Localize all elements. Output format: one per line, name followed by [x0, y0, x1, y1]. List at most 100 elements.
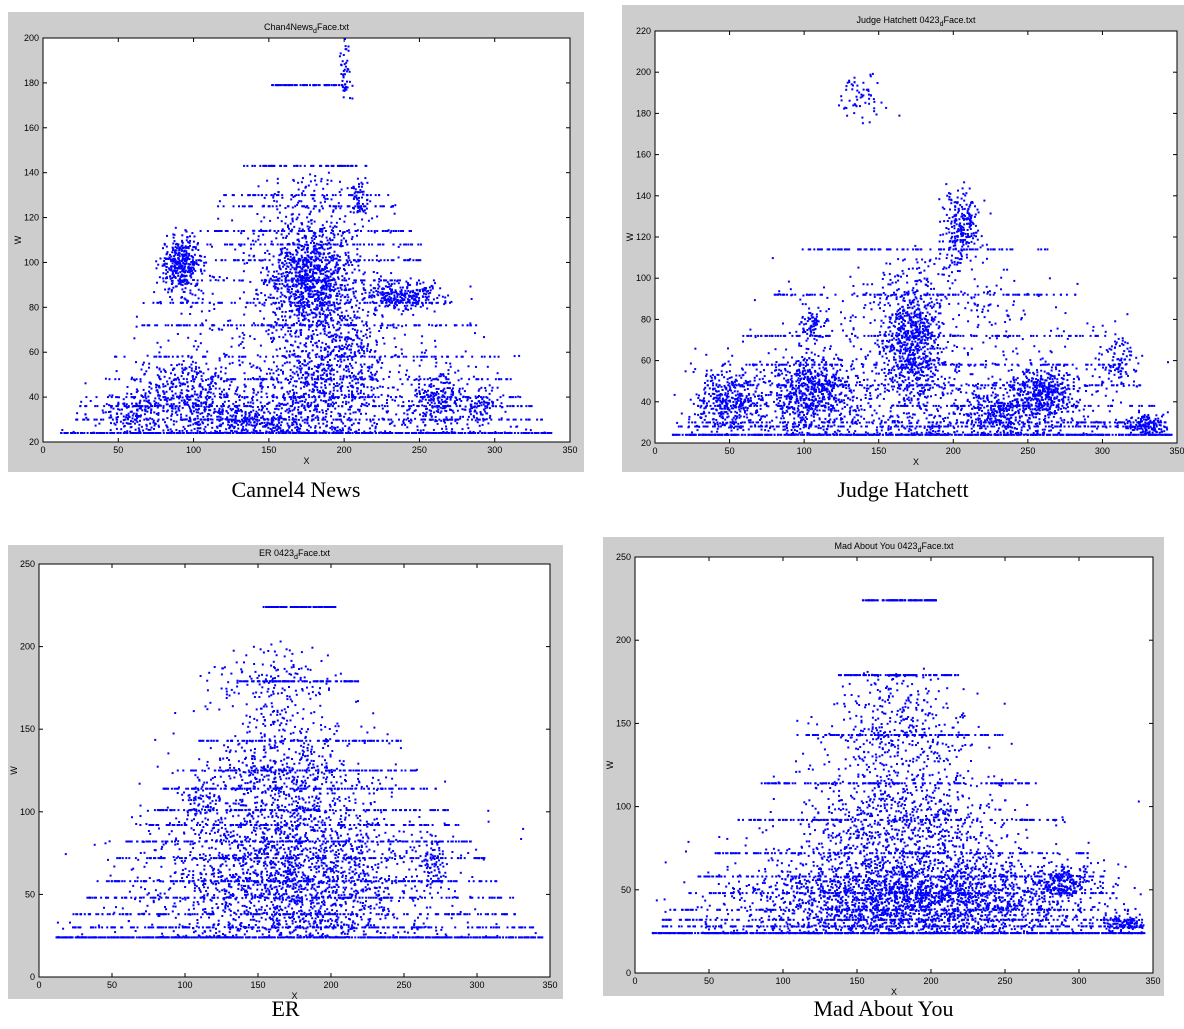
data-point: [346, 293, 349, 296]
data-point: [444, 405, 447, 408]
data-point: [179, 264, 182, 267]
data-point: [351, 366, 354, 369]
data-point: [351, 327, 354, 330]
data-point: [367, 396, 369, 399]
data-point: [316, 403, 319, 406]
data-point: [323, 332, 326, 335]
data-point: [312, 373, 315, 376]
data-point: [162, 280, 165, 283]
data-point: [299, 164, 302, 167]
data-point: [430, 409, 433, 412]
data-point: [397, 230, 400, 232]
data-point: [354, 188, 357, 191]
data-point: [528, 405, 531, 408]
data-point: [433, 432, 435, 434]
data-point: [170, 397, 173, 399]
data-point: [434, 418, 437, 421]
data-point: [158, 425, 160, 428]
data-point: [357, 191, 359, 194]
data-point: [347, 358, 349, 361]
data-point: [254, 240, 257, 243]
data-point: [374, 396, 377, 399]
data-point: [166, 251, 169, 254]
data-point: [332, 258, 335, 261]
data-point: [277, 230, 280, 232]
data-point: [437, 387, 440, 390]
data-point: [139, 405, 142, 408]
data-point: [150, 426, 153, 429]
data-point: [180, 253, 183, 256]
data-point: [304, 271, 307, 274]
data-point: [431, 285, 434, 288]
data-point: [376, 230, 379, 232]
data-point: [326, 284, 329, 287]
data-point: [174, 226, 177, 229]
data-point: [330, 84, 333, 87]
data-point: [353, 243, 356, 246]
data-point: [177, 406, 180, 409]
data-point: [398, 355, 401, 358]
data-point: [261, 323, 264, 326]
data-point: [76, 432, 79, 434]
data-point: [497, 355, 500, 358]
data-point: [425, 405, 428, 408]
data-point: [266, 396, 269, 399]
data-point: [314, 308, 317, 311]
data-point: [399, 296, 402, 298]
data-point: [196, 373, 198, 376]
data-point: [316, 334, 319, 336]
data-point: [302, 301, 305, 304]
data-point: [268, 259, 271, 262]
data-point: [307, 266, 310, 269]
data-point: [394, 306, 397, 309]
data-point: [174, 259, 177, 261]
data-point: [290, 398, 292, 401]
data-point: [315, 344, 318, 347]
data-point: [280, 273, 283, 276]
data-point: [146, 405, 149, 408]
data-point: [219, 413, 222, 416]
data-point: [351, 164, 353, 167]
data-point: [398, 418, 400, 421]
data-point: [181, 367, 184, 370]
data-point: [346, 347, 348, 350]
data-point: [345, 301, 348, 304]
data-point: [315, 264, 318, 267]
data-point: [226, 396, 229, 399]
data-point: [110, 416, 113, 419]
data-point: [506, 378, 509, 381]
data-point: [297, 411, 300, 414]
data-point: [246, 396, 248, 399]
data-point: [390, 292, 393, 295]
data-point: [306, 418, 309, 421]
data-point: [429, 377, 432, 380]
data-point: [295, 297, 298, 299]
data-point: [418, 386, 420, 389]
data-point: [267, 426, 270, 429]
data-point: [354, 361, 357, 364]
data-point: [85, 396, 88, 399]
data-point: [542, 432, 545, 434]
data-point: [312, 270, 315, 273]
data-point: [462, 415, 464, 418]
data-point: [283, 295, 286, 298]
data-point: [324, 322, 327, 325]
data-point: [366, 405, 369, 408]
data-point: [293, 406, 296, 409]
data-point: [222, 422, 224, 425]
data-point: [192, 410, 195, 413]
data-point: [261, 377, 264, 380]
data-point: [399, 300, 402, 303]
data-point: [305, 260, 308, 263]
data-point: [477, 432, 480, 434]
data-point: [492, 401, 495, 404]
data-point: [308, 279, 310, 282]
data-point: [328, 383, 331, 386]
data-point: [99, 432, 102, 434]
data-point: [334, 333, 337, 336]
data-point: [304, 274, 306, 276]
data-point: [242, 259, 244, 262]
data-point: [246, 405, 249, 408]
data-point: [268, 324, 271, 327]
data-point: [400, 297, 403, 300]
